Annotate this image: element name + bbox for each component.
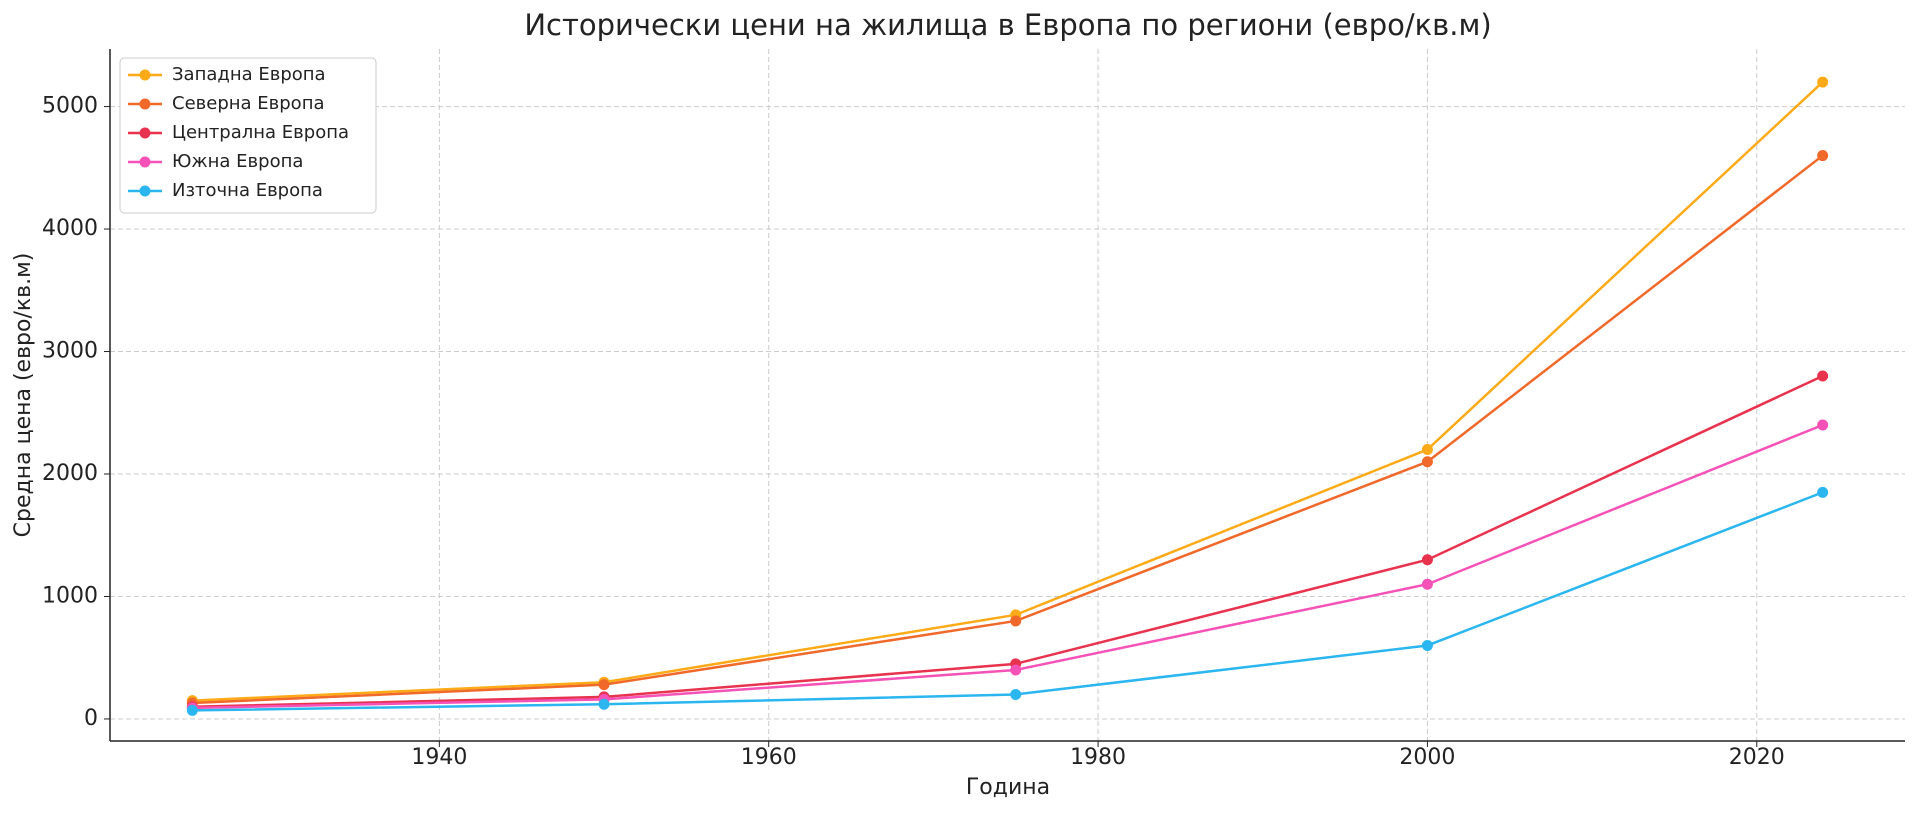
legend-label: Северна Европа <box>172 93 325 114</box>
legend-marker <box>139 127 151 139</box>
legend-label: Западна Европа <box>172 64 326 85</box>
point <box>1817 370 1829 382</box>
line <box>192 491 1824 712</box>
legend-marker <box>139 69 151 81</box>
point <box>598 698 610 710</box>
y-axis-label: Средна цена (евро/кв.м) <box>11 253 36 538</box>
y-tick-label: 2000 <box>42 461 98 486</box>
legend-box <box>119 57 377 214</box>
legend-label: Източна Европа <box>172 180 323 201</box>
point <box>1817 419 1829 431</box>
legend-label: Южна Европа <box>172 151 303 172</box>
y-tick-label: 3000 <box>42 339 98 364</box>
point <box>1421 554 1433 566</box>
x-tick-label: 1940 <box>411 745 467 770</box>
point <box>1010 664 1022 676</box>
line <box>192 154 1824 705</box>
line <box>192 81 1824 702</box>
x-tick-label: 2020 <box>1729 745 1785 770</box>
point <box>1421 639 1433 651</box>
point <box>1421 444 1433 456</box>
legend-marker <box>139 185 151 197</box>
point <box>1817 486 1829 498</box>
y-tick-label: 1000 <box>42 583 98 608</box>
point <box>1010 615 1022 627</box>
point <box>186 704 198 716</box>
y-tick-label: 5000 <box>42 94 98 119</box>
y-tick-label: 0 <box>84 706 98 731</box>
legend-marker <box>139 156 151 168</box>
point <box>1010 688 1022 700</box>
point <box>1421 456 1433 468</box>
chart-title: Исторически цени на жилища в Европа по р… <box>524 8 1491 42</box>
y-tick-label: 4000 <box>42 216 98 241</box>
point <box>1817 150 1829 162</box>
x-tick-label: 2000 <box>1399 745 1455 770</box>
x-axis-label: Година <box>966 775 1050 800</box>
x-tick-label: 1980 <box>1070 745 1126 770</box>
point <box>1421 578 1433 590</box>
x-tick-label: 1960 <box>741 745 797 770</box>
point <box>598 679 610 691</box>
line <box>192 374 1824 708</box>
legend-label: Централна Европа <box>172 122 349 143</box>
point <box>1817 76 1829 88</box>
legend-marker <box>139 98 151 110</box>
